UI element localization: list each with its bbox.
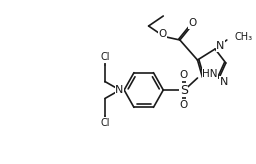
Text: O: O: [180, 70, 188, 80]
Text: N: N: [220, 77, 228, 87]
Text: O: O: [158, 29, 166, 39]
Text: Cl: Cl: [100, 117, 110, 127]
Text: Cl: Cl: [100, 52, 110, 62]
Text: S: S: [180, 83, 188, 96]
Text: HN: HN: [202, 69, 218, 79]
Text: N: N: [216, 41, 225, 51]
Text: O: O: [180, 100, 188, 110]
Text: N: N: [115, 85, 123, 95]
Text: CH₃: CH₃: [235, 32, 253, 42]
Text: O: O: [188, 18, 197, 28]
